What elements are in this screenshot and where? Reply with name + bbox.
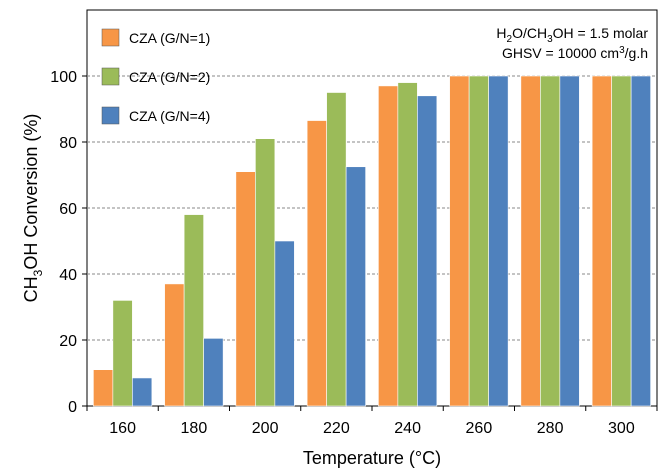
x-tick-label: 180 [181,420,208,437]
x-axis-label: Temperature (°C) [303,448,441,468]
x-tick-label: 200 [252,420,279,437]
bar [540,75,561,407]
legend: CZA (G/N=1) CZA (G/N=2) CZA (G/N=4) [101,28,210,125]
bar [449,75,470,407]
annotation-text: H [496,25,506,41]
x-tick-label: 160 [109,420,136,437]
annotation-text: /g.h [625,45,648,61]
y-axis-label: CH3OH Conversion (%) [21,114,45,303]
bar [630,75,651,407]
axis-layer: 0 20 40 60 80 100 160 180 200 220 240 260 280 300 [50,69,658,437]
bar [417,95,438,407]
bar [591,75,612,407]
y-tick-label: 0 [68,399,77,416]
x-tick-label: 260 [466,420,493,437]
x-tick-label: 220 [323,420,350,437]
bar [112,300,133,407]
annotation-sub: 3 [547,34,553,45]
y-tick-label: 20 [59,333,77,350]
x-tick-label: 300 [608,420,635,437]
bar [468,75,489,407]
bar [326,92,347,407]
legend-swatch [101,28,120,47]
bar [255,138,276,407]
annotation-text: O/CH [512,25,547,41]
legend-swatch [101,106,120,125]
bar [306,120,327,407]
x-tick-label: 240 [394,420,421,437]
bar [132,377,153,407]
legend-label: CZA (G/N=2) [129,69,210,85]
legend-swatch [101,67,120,86]
y-tick-label: 80 [59,135,77,152]
y-tick-label: 60 [59,201,77,218]
y-axis-label-part: CH [21,276,41,302]
y-axis-label-sub: 3 [31,269,45,276]
bar [378,85,399,407]
bar [488,75,509,407]
bar-layer [93,75,651,407]
bar [235,171,256,407]
bar [345,166,366,407]
bar [611,75,632,407]
legend-label: CZA (G/N=1) [129,30,210,46]
annotation-line-2: GHSV = 10000 cm3/g.h [502,45,648,61]
bar [520,75,541,407]
legend-label: CZA (G/N=4) [129,108,210,124]
x-tick-label: 280 [537,420,564,437]
annotation-text: GHSV = 10000 cm [502,45,619,61]
bar [559,75,580,407]
bar [397,82,418,407]
annotation-sub: 2 [507,34,513,45]
y-tick-label: 40 [59,267,77,284]
annotation-text: OH = 1.5 molar [553,25,649,41]
bar [183,214,204,407]
annotation-sup: 3 [619,45,625,56]
y-axis-label-part: OH Conversion (%) [21,114,41,270]
bar [274,240,295,407]
bar [164,283,185,407]
bar [93,369,114,407]
bar [203,338,224,407]
y-tick-label: 100 [50,69,77,86]
annotation-line-1: H2O/CH3OH = 1.5 molar [496,25,648,45]
